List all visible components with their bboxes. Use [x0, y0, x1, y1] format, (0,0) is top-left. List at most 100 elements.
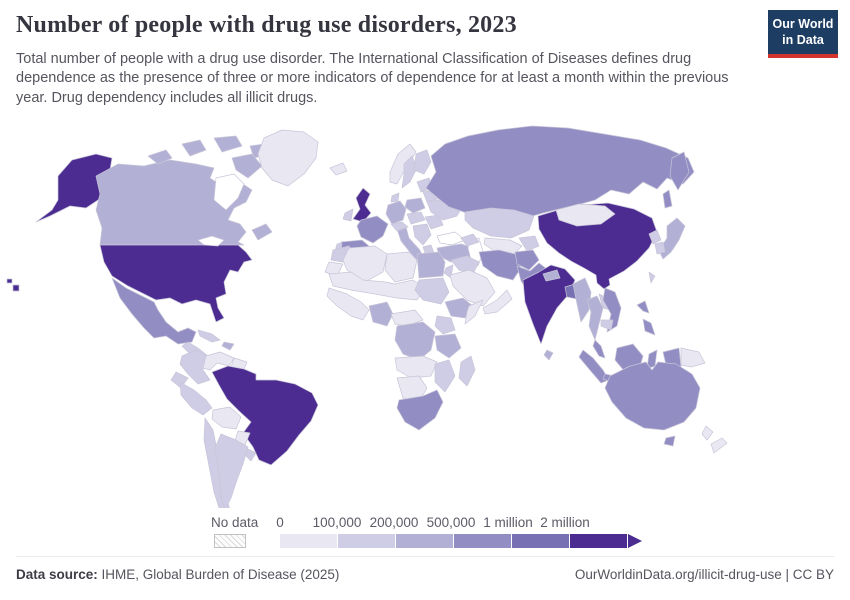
country-mexico[interactable]: [111, 277, 197, 345]
country-arctic-islands[interactable]: [213, 135, 243, 153]
country-iceland[interactable]: [329, 162, 348, 176]
country-new-zealand[interactable]: [710, 437, 728, 454]
country-balkans[interactable]: [412, 223, 432, 246]
country-peru[interactable]: [179, 381, 213, 416]
country-india[interactable]: [522, 264, 576, 345]
country-mozambique-zimbabwe[interactable]: [434, 359, 456, 393]
country-madagascar[interactable]: [458, 355, 476, 387]
country-south-africa[interactable]: [396, 389, 444, 431]
country-uruguay[interactable]: [244, 448, 257, 462]
page-title: Number of people with drug use disorders…: [16, 12, 517, 38]
country-mongolia[interactable]: [555, 203, 616, 227]
country-ireland[interactable]: [342, 208, 354, 222]
legend-bin-3[interactable]: [454, 534, 512, 548]
country-philippines[interactable]: [642, 318, 656, 336]
country-papua-new-guinea[interactable]: [680, 347, 706, 368]
country-myanmar[interactable]: [572, 277, 592, 323]
country-hispaniola[interactable]: [221, 341, 235, 351]
country-vietnam[interactable]: [602, 287, 622, 333]
country-saudi-arabia[interactable]: [449, 269, 496, 307]
country-kazakhstan[interactable]: [464, 207, 535, 239]
country-australia[interactable]: [604, 361, 701, 431]
license-badge[interactable]: CC BY: [792, 567, 834, 582]
country-new-zealand[interactable]: [701, 425, 714, 441]
country-argentina[interactable]: [214, 433, 249, 508]
country-west-africa[interactable]: [326, 287, 370, 321]
country-france[interactable]: [356, 215, 389, 244]
country-russia-sakhalin[interactable]: [662, 189, 673, 209]
legend-bin-2[interactable]: [396, 534, 454, 548]
legend-bin-4[interactable]: [512, 534, 570, 548]
country-libya[interactable]: [384, 251, 418, 283]
legend-tick-4: 1 million: [483, 515, 533, 530]
country-kenya-uganda[interactable]: [434, 315, 456, 335]
legend-bin-1[interactable]: [338, 534, 396, 548]
country-philippines[interactable]: [636, 300, 650, 314]
country-canada-east[interactable]: [251, 223, 273, 241]
country-poland[interactable]: [404, 197, 426, 214]
country-canada[interactable]: [95, 159, 253, 246]
country-arctic-islands[interactable]: [181, 139, 207, 157]
country-sri-lanka[interactable]: [543, 349, 554, 361]
country-alpine[interactable]: [390, 221, 409, 232]
country-afghanistan[interactable]: [514, 249, 540, 271]
country-baffin-island[interactable]: [231, 153, 263, 179]
country-russia[interactable]: [425, 125, 695, 220]
country-south-korea[interactable]: [654, 241, 666, 255]
legend-bin-0[interactable]: [280, 534, 338, 548]
country-iran[interactable]: [478, 249, 522, 281]
country-venezuela[interactable]: [202, 351, 235, 371]
footer-url[interactable]: OurWorldinData.org/illicit-drug-use: [574, 567, 782, 582]
legend-bin-5[interactable]: [570, 534, 628, 548]
legend-tick-2: 200,000: [369, 515, 419, 530]
legend-no-data-swatch[interactable]: [214, 534, 246, 548]
country-russia-kamchatka[interactable]: [669, 151, 690, 191]
country-cambodia[interactable]: [600, 319, 614, 331]
country-algeria[interactable]: [342, 245, 388, 283]
chart-footer: Data source: IHME, Global Burden of Dise…: [16, 556, 834, 582]
legend-tick-3: 500,000: [426, 515, 476, 530]
country-nigeria[interactable]: [368, 301, 394, 327]
country-finland[interactable]: [413, 149, 432, 175]
black-sea: [436, 231, 466, 246]
country-greenland[interactable]: [257, 129, 319, 187]
country-hawaii[interactable]: [6, 278, 13, 284]
country-dr-congo[interactable]: [394, 321, 436, 361]
country-sudan[interactable]: [414, 277, 450, 305]
country-egypt[interactable]: [416, 251, 446, 279]
country-central-europe[interactable]: [406, 211, 426, 225]
country-syria-iraq[interactable]: [450, 255, 480, 275]
country-united-kingdom[interactable]: [352, 187, 372, 223]
country-nepal[interactable]: [542, 269, 561, 282]
country-hawaii[interactable]: [12, 284, 20, 292]
owid-logo[interactable]: Our World in Data: [768, 10, 838, 59]
country-germany[interactable]: [385, 200, 407, 225]
country-taiwan[interactable]: [648, 271, 656, 284]
country-tasmania[interactable]: [663, 435, 676, 447]
country-colombia[interactable]: [179, 349, 211, 385]
country-denmark[interactable]: [390, 192, 400, 203]
country-namibia-botswana[interactable]: [396, 375, 428, 403]
country-somalia[interactable]: [464, 299, 484, 325]
country-arctic-islands[interactable]: [147, 149, 173, 165]
country-yemen-oman[interactable]: [482, 289, 513, 315]
country-malaysia[interactable]: [592, 339, 606, 359]
country-usa[interactable]: [99, 244, 253, 323]
data-source-label: Data source:: [16, 567, 98, 582]
country-bolivia[interactable]: [211, 406, 242, 430]
footer-right: OurWorldinData.org/illicit-drug-use | CC…: [575, 567, 834, 582]
country-indonesia-sumatra[interactable]: [578, 349, 610, 384]
country-sweden[interactable]: [401, 155, 418, 189]
country-tanzania[interactable]: [434, 333, 462, 359]
country-brazil[interactable]: [211, 365, 319, 466]
country-caucasus[interactable]: [460, 233, 480, 247]
country-japan[interactable]: [658, 217, 686, 260]
legend-color-bar: [280, 534, 642, 548]
country-cuba[interactable]: [197, 329, 221, 343]
country-north-korea[interactable]: [648, 229, 662, 245]
country-romania[interactable]: [424, 214, 444, 230]
country-thailand[interactable]: [586, 295, 604, 341]
country-angola-zambia[interactable]: [394, 355, 438, 379]
country-kyrgyzstan-tajikistan[interactable]: [518, 235, 540, 252]
country-china[interactable]: [537, 202, 658, 290]
